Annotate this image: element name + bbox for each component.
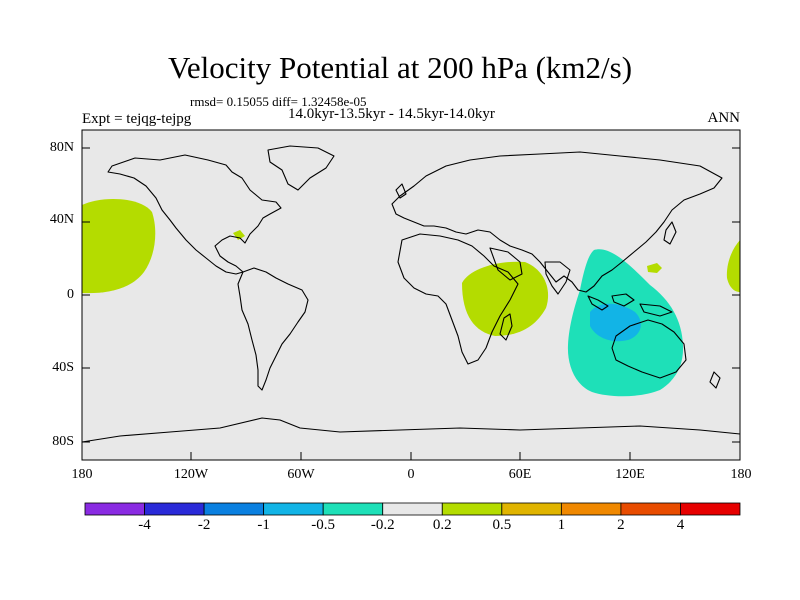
coastline-maritime-continent: [587, 293, 673, 317]
colorbar-label: -0.2: [370, 517, 395, 533]
lon-tick-label: 180: [730, 467, 752, 482]
colorbar-label: -2: [197, 517, 211, 533]
colorbar-label: 4: [676, 517, 685, 533]
colorbar-swatch: [501, 502, 562, 516]
colorbar-swatch: [560, 502, 622, 516]
period-text: 14.0kyr-13.5kyr - 14.5kyr-14.0kyr: [288, 106, 495, 122]
coastline-north-america: [107, 154, 282, 275]
lat-tick-label: 80S: [52, 434, 74, 449]
positive-anomaly-east-pacific: [82, 198, 156, 294]
coastline-japan: [663, 221, 677, 245]
axis-ticks: [81, 147, 741, 460]
coastline-greenland: [267, 145, 335, 191]
positive-anomaly-west-pacific: [647, 263, 662, 273]
colorbar-swatch: [680, 502, 741, 516]
colorbar-label: 1: [557, 517, 566, 533]
coastline-uk: [395, 183, 407, 199]
coastline-india: [544, 261, 571, 295]
lon-tick-label: 0: [407, 467, 415, 482]
lon-tick-label: 120E: [615, 467, 645, 482]
coastlines: [81, 145, 741, 443]
colorbar-swatch: [382, 502, 443, 516]
lat-tick-label: 40S: [52, 360, 74, 375]
lon-tick-label: 180: [71, 467, 93, 482]
coastline-south-america: [237, 267, 309, 391]
lat-tick-label: 80N: [49, 140, 74, 155]
colorbar-label: 0.2: [432, 517, 452, 533]
map-title: Velocity Potential at 200 hPa (km2/s): [167, 50, 633, 85]
coastline-new-zealand: [709, 371, 721, 389]
lon-tick-label: 120W: [173, 467, 209, 482]
colorbar-swatch: [144, 502, 205, 516]
coastline-madagascar: [499, 313, 513, 341]
lat-tick-label: 40N: [49, 212, 74, 227]
coastline-australia: [611, 319, 687, 379]
colorbar-swatch: [263, 502, 324, 516]
colorbar-swatch: [203, 502, 265, 516]
season-text: ANN: [707, 110, 741, 126]
lon-tick-label: 60W: [287, 467, 315, 482]
coastline-antarctica: [81, 417, 741, 443]
negative-anomaly-core: [590, 303, 641, 342]
coastline-arabia: [489, 247, 523, 281]
stats-text: rmsd= 0.15055 diff= 1.32458e-05: [190, 94, 367, 109]
colorbar-swatch: [441, 502, 503, 516]
colorbar-swatch: [322, 502, 384, 516]
colorbar-label: 0.5: [492, 517, 512, 533]
colorbar-label: -4: [138, 517, 151, 533]
positive-anomaly-gulf: [233, 230, 245, 240]
coastline-africa: [397, 233, 519, 365]
anomaly-shading: [82, 198, 740, 397]
colorbar-label: 2: [617, 517, 625, 533]
colorbar-label: -1: [257, 517, 270, 533]
experiment-text: Expt = tejqg-tejpg: [82, 111, 192, 127]
positive-anomaly-dateline: [726, 240, 740, 292]
lon-tick-label: 60E: [508, 467, 532, 482]
lat-tick-label: 0: [67, 287, 74, 302]
colorbar-label: -0.5: [311, 517, 336, 533]
colorbar: [84, 502, 741, 516]
coastline-eurasia: [391, 151, 723, 293]
colorbar-swatch: [84, 502, 145, 516]
positive-anomaly-africa: [462, 261, 549, 336]
colorbar-swatch: [620, 502, 681, 516]
